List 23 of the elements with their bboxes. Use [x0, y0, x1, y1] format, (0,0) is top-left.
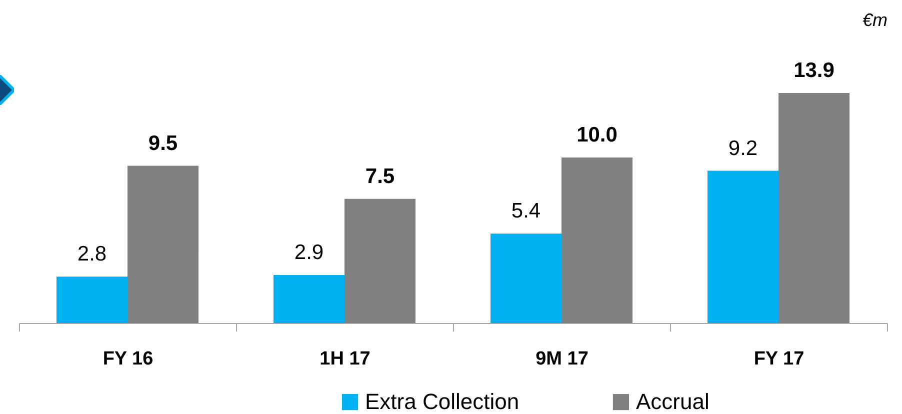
bar — [56, 276, 128, 323]
data-label: 9.2 — [728, 136, 758, 160]
bar — [490, 234, 562, 323]
data-label: 7.5 — [365, 164, 395, 188]
bar — [273, 275, 344, 323]
text: €m — [862, 10, 888, 30]
x-tick-label: 1H 17 — [320, 348, 370, 370]
data-label: 10.0 — [576, 124, 618, 147]
data-label: 5.4 — [511, 200, 541, 223]
x-tick-label: 9M 17 — [536, 348, 588, 370]
bar — [562, 158, 633, 323]
bar — [707, 170, 778, 323]
x-tick-label: FY 17 — [754, 348, 804, 370]
bar — [344, 198, 416, 323]
data-label: 9.5 — [148, 132, 178, 155]
x-tick-label: FY 16 — [102, 348, 154, 370]
bar — [128, 166, 199, 323]
data-label: 2.9 — [294, 241, 324, 264]
data-label: 13.9 — [794, 59, 834, 82]
bar — [778, 93, 850, 323]
legend-label: Accrual — [636, 389, 710, 414]
data-label: 2.8 — [77, 242, 107, 266]
legend-label: Extra Collection — [365, 389, 520, 414]
